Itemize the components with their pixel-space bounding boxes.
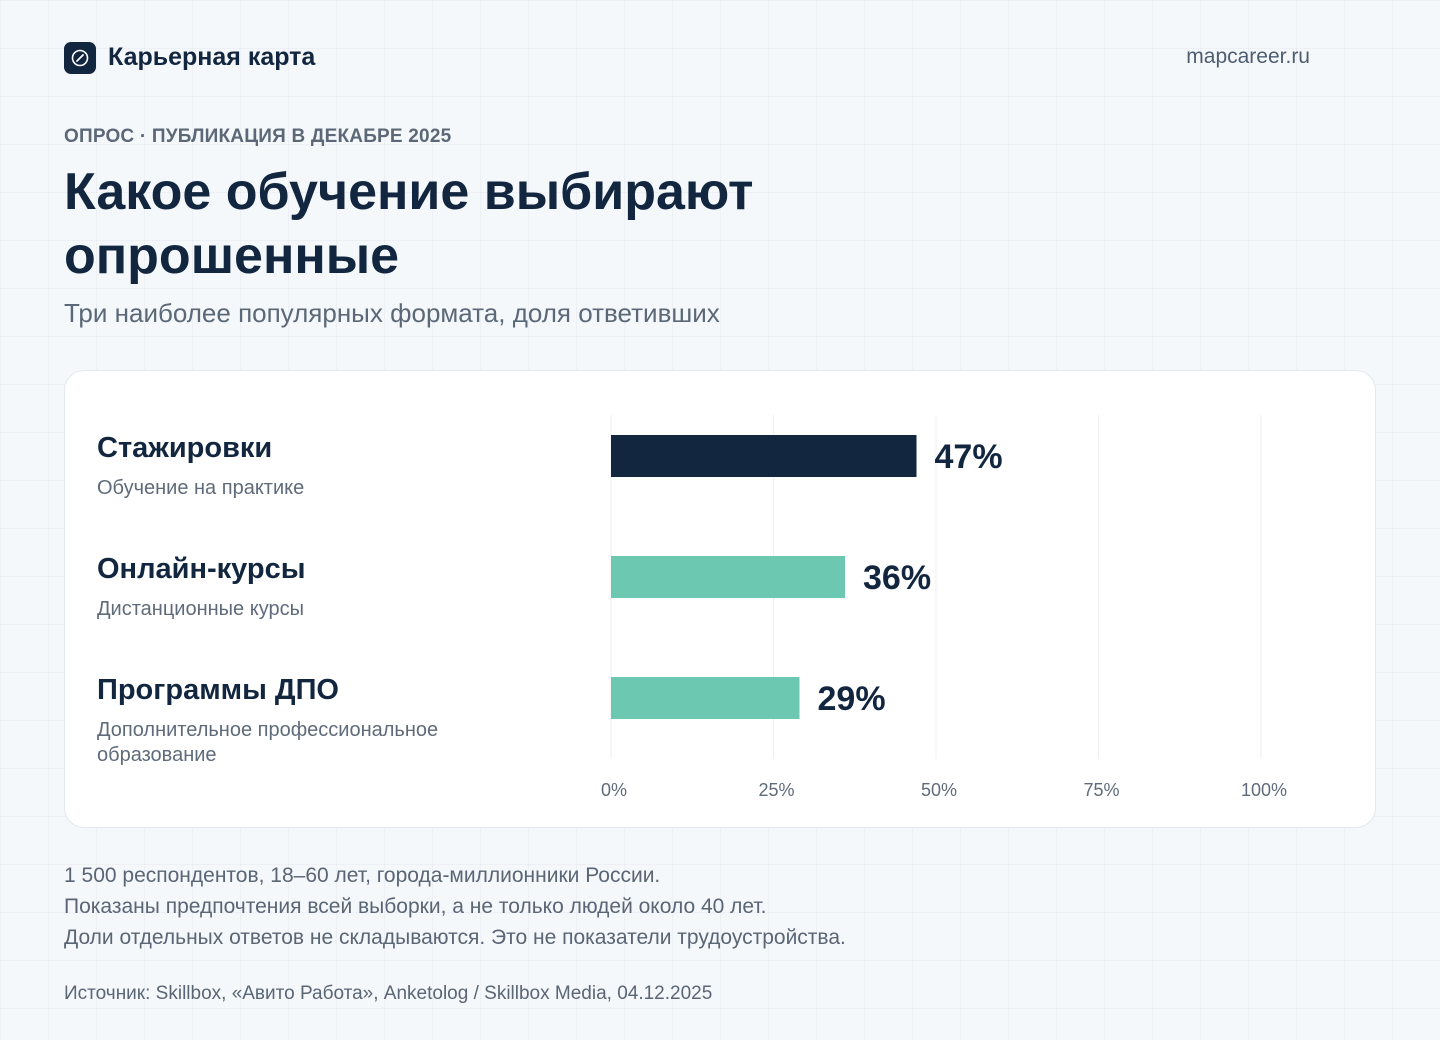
notes: 1 500 респондентов, 18–60 лет, города-ми… xyxy=(64,860,846,953)
category-description: Дополнительное профессиональное xyxy=(97,719,438,741)
page-title: Какое обучение выбирают опрошенные xyxy=(64,163,754,285)
compass-icon xyxy=(64,42,96,74)
note-line: Показаны предпочтения всей выборки, а не… xyxy=(64,895,767,918)
data-label: 47% xyxy=(935,438,1003,476)
x-tick-label: 100% xyxy=(1241,780,1287,800)
x-tick-label: 25% xyxy=(758,780,794,800)
chart-card: 0% 25% 50% 75% 100% 47% Стажировки Обучение на … xyxy=(64,370,1376,828)
category-description: Обучение на практике xyxy=(97,477,304,499)
category-label: Онлайн-курсы xyxy=(97,553,306,585)
bar xyxy=(611,435,917,477)
bar-chart: 0% 25% 50% 75% 100% 47% Стажировки Обучение на … xyxy=(97,415,1287,800)
category-description: образование xyxy=(97,744,217,766)
source: Источник: Skillbox, «Авито Работа», Anke… xyxy=(64,983,713,1004)
header: Карьерная карта mapcareer.ru xyxy=(64,40,1310,76)
x-tick-label: 50% xyxy=(921,780,957,800)
page-subtitle: Три наиболее популярных формата, доля от… xyxy=(64,298,720,328)
site-link[interactable]: mapcareer.ru xyxy=(1186,45,1310,68)
data-label: 29% xyxy=(818,680,886,718)
data-label: 36% xyxy=(863,559,931,597)
category-label: Программы ДПО xyxy=(97,674,339,706)
x-tick-label: 75% xyxy=(1083,780,1119,800)
bar xyxy=(611,677,800,719)
category-label: Стажировки xyxy=(97,432,272,464)
bar xyxy=(611,556,845,598)
note-line: Доли отдельных ответов не складываются. … xyxy=(64,926,846,949)
brand-name: Карьерная карта xyxy=(108,43,316,71)
x-tick-label: 0% xyxy=(601,780,627,800)
eyebrow: ОПРОС · ПУБЛИКАЦИЯ В ДЕКАБРЕ 2025 xyxy=(64,126,452,147)
note-line: 1 500 респондентов, 18–60 лет, города-ми… xyxy=(64,864,661,887)
category-description: Дистанционные курсы xyxy=(97,598,304,620)
